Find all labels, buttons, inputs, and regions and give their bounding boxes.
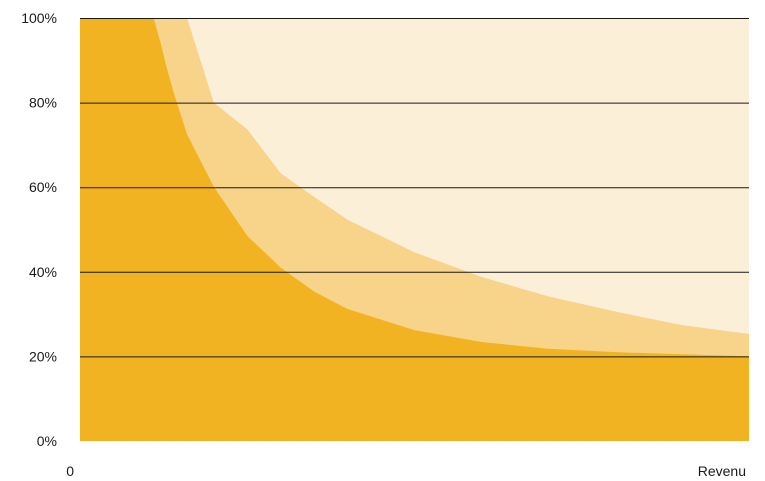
x-tick-label: 0 (66, 463, 74, 479)
area-bands (80, 18, 749, 441)
x-axis-label: Revenu (698, 463, 746, 479)
y-tick-label: 80% (29, 95, 57, 111)
y-axis-ticks: 0% 20% 40% 60% 80% 100% (21, 10, 57, 449)
gridlines (80, 18, 749, 358)
y-tick-label: 60% (29, 179, 57, 195)
area-band-1 (80, 18, 749, 441)
x-axis-ticks: 0 Revenu (66, 463, 746, 479)
y-tick-label: 100% (21, 10, 57, 26)
y-tick-label: 40% (29, 264, 57, 280)
y-tick-label: 20% (29, 348, 57, 364)
y-tick-label: 0% (37, 433, 57, 449)
